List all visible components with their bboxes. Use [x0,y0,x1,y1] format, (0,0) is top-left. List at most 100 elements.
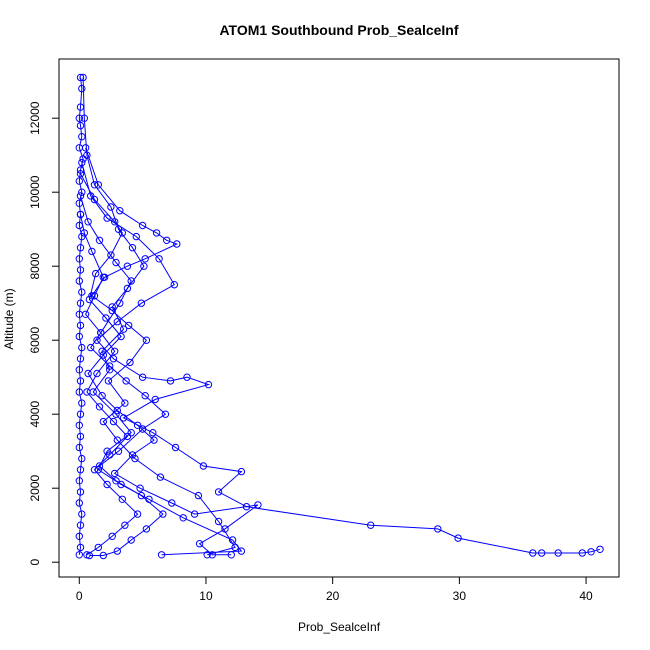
data-point [122,377,130,385]
series-line-6 [80,195,167,556]
data-point [78,232,86,241]
data-point [108,303,116,311]
data-point [454,534,462,542]
data-point [141,255,149,263]
data-point [95,403,104,411]
data-point [76,299,85,307]
data-point [76,166,85,174]
data-point [254,501,262,509]
data-point [231,543,239,552]
y-axis: 0 2000 4000 6000 8000 10000 12000 [28,101,60,566]
data-point [104,377,113,385]
data-point [112,477,120,485]
series-line-3 [85,147,236,556]
data-point [133,510,142,518]
data-point [76,244,85,252]
data-point [75,532,84,540]
data-point [76,321,85,330]
data-point [171,443,180,452]
data-point [118,495,127,503]
data-point [113,547,122,555]
data-point [117,480,125,489]
data-point [90,195,99,204]
data-point [142,525,151,533]
data-point [83,551,91,559]
data-point [75,255,84,263]
x-tick-label: 40 [579,589,593,603]
data-point [136,484,144,492]
data-point [75,221,84,230]
data-point [90,466,99,474]
data-point [92,269,100,278]
data-point [203,551,211,559]
data-point [204,380,213,389]
data-point [127,536,135,544]
data-point [179,514,187,522]
data-point [190,510,199,518]
data-point [83,388,91,396]
data-point [75,443,84,452]
data-point [76,432,85,441]
data-point [156,473,165,481]
data-point [78,343,86,352]
y-tick-label: 8000 [28,253,42,280]
data-point [237,547,246,555]
data-point [157,551,166,559]
data-point [78,454,86,463]
data-point [76,73,85,82]
data-point [81,310,90,318]
data-point [78,510,86,518]
data-point [80,229,89,237]
data-point [554,549,562,557]
data-point [183,373,191,381]
data-point [94,466,103,474]
data-point [106,451,114,459]
data-point [81,144,90,152]
x-axis: 0 10 20 30 40 [76,576,593,603]
data-point [112,258,120,267]
data-point [76,355,85,363]
data-point [113,406,122,415]
data-point [149,429,157,437]
series-line-7 [80,214,139,556]
data-point [107,251,115,259]
data-point [76,543,85,552]
data-point [99,417,108,426]
data-point [75,499,84,507]
data-point [168,499,176,507]
y-tick-label: 6000 [28,327,42,354]
y-tick-label: 0 [28,559,42,566]
data-point [141,392,149,400]
data-point [79,73,87,82]
data-point [109,355,118,363]
data-point [121,399,129,407]
data-point [93,336,101,344]
data-point [99,351,108,359]
data-point [367,521,375,529]
data-point [78,84,86,93]
x-axis-label: Prob_SealceInf [298,620,381,634]
data-point [90,181,99,189]
data-point [106,362,114,370]
data-point [112,410,120,418]
data-point [75,114,84,122]
data-point [87,343,95,352]
data-point [228,536,237,544]
data-point [117,332,125,341]
data-point [214,517,223,526]
data-point [125,321,133,330]
data-point [587,548,595,556]
data-point [75,332,84,341]
data-point [103,480,111,489]
data-point [95,462,104,470]
data-point [97,329,105,337]
data-point [138,373,147,381]
data-point [111,347,119,355]
data-point [131,454,139,463]
y-axis-label: Altitude (m) [2,288,16,349]
data-point [76,466,85,474]
data-point [107,203,115,211]
plot-frame [58,58,620,578]
data-point [123,262,132,270]
data-point [119,325,128,333]
